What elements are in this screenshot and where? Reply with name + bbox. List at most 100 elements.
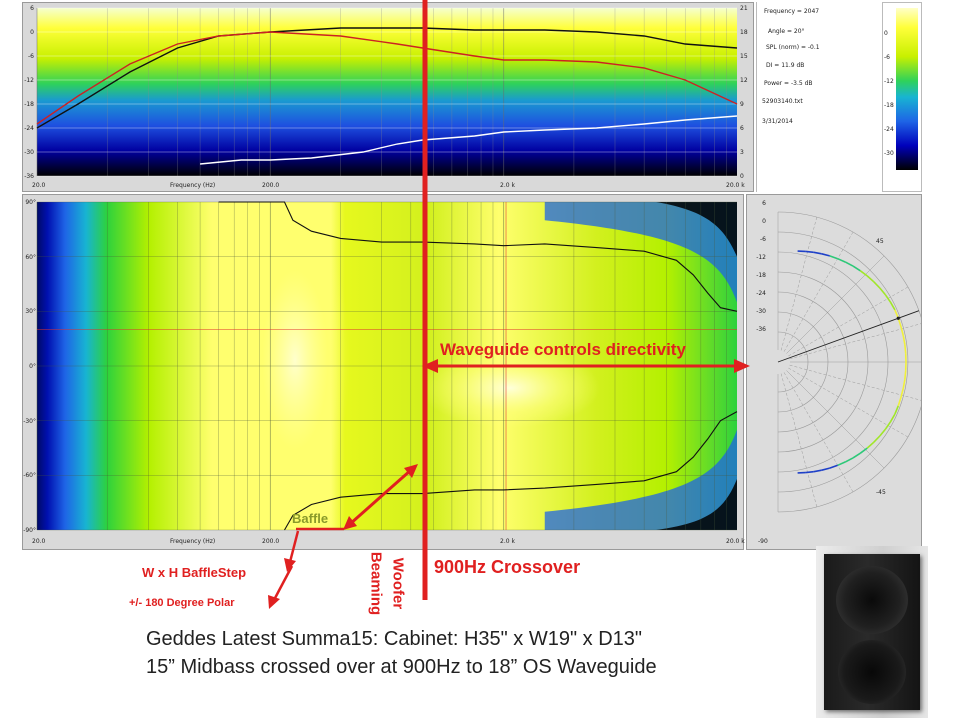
colorbar xyxy=(896,8,918,170)
polar-response-segment xyxy=(873,281,881,289)
polar-response-segment xyxy=(845,457,854,463)
fr-xlabel: Frequency (Hz) xyxy=(170,182,216,189)
fr-ytick-left: -30 xyxy=(24,149,34,156)
polar-response-segment xyxy=(904,344,907,354)
polar-spoke xyxy=(786,370,885,469)
polar-spoke xyxy=(783,231,854,352)
fr-ytick-right: 18 xyxy=(740,29,748,36)
hm-contour-upper xyxy=(218,201,738,312)
hm-ytick: 60° xyxy=(25,253,36,261)
polar-r-tick: -24 xyxy=(756,290,766,297)
fr-ytick-right: 0 xyxy=(740,173,744,180)
hm-xtick-2k: 2.0 k xyxy=(500,538,515,545)
polar-response-segment xyxy=(894,405,900,415)
waveguide-horn xyxy=(836,566,908,634)
colorbar-tick: -18 xyxy=(884,102,894,109)
polar-r-tick: -36 xyxy=(756,326,766,333)
hm-xtick-20k: 20.0 k xyxy=(726,538,745,545)
fr-ytick-left: -18 xyxy=(24,101,34,108)
polar-response-segment xyxy=(813,251,822,255)
woofer-cone xyxy=(838,640,906,704)
fr-ytick-right: 21 xyxy=(740,5,748,12)
colorbar-tick: -12 xyxy=(884,78,894,85)
polar-response-segment xyxy=(845,261,854,267)
polar-response-segment xyxy=(829,464,838,469)
hm-offaxis-bottom xyxy=(544,429,737,530)
polar-spoke xyxy=(783,372,854,493)
fr-ytick-left: -24 xyxy=(24,125,34,132)
polar-angle-label-neg90: -90 xyxy=(758,538,768,545)
info-power: Power = -3.5 dB xyxy=(764,80,813,87)
polar-r-tick: -18 xyxy=(756,272,766,279)
hm-ytick: -60° xyxy=(23,472,36,480)
info-date: 3/31/2014 xyxy=(762,118,793,125)
waveguide-arrow-head-left xyxy=(422,359,438,373)
polar-response-segment xyxy=(879,428,887,437)
info-file: 52903140.txt xyxy=(762,98,803,105)
polar-response-segment xyxy=(897,397,902,407)
polar-response-segment xyxy=(873,435,881,443)
polar-response-segment xyxy=(813,469,822,473)
fr-series-line-2 xyxy=(200,115,738,165)
polar-response-segment xyxy=(884,421,892,430)
info-spl: SPL (norm) = -0.1 xyxy=(766,44,820,51)
polar-response-segment xyxy=(900,326,904,336)
polar-r-tick: -6 xyxy=(760,236,766,243)
fr-ytick-right: 9 xyxy=(740,101,744,108)
fr-ytick-left: -12 xyxy=(24,77,34,84)
polar-panel xyxy=(746,194,922,550)
fr-ytick-right: 12 xyxy=(740,77,748,84)
hm-ytick: -30° xyxy=(23,417,36,425)
fr-ytick-left: -6 xyxy=(28,53,34,60)
polar-response-segment xyxy=(805,250,814,254)
polar-response-segment xyxy=(805,470,814,474)
baffle-label: Baffle xyxy=(292,511,329,526)
baffle-step-arrow-head xyxy=(284,558,296,572)
woofer-beaming-arrow-head-bottom xyxy=(343,516,357,530)
fr-ytick-left: -36 xyxy=(24,173,34,180)
waveguide-hotspot xyxy=(420,348,600,428)
polar-angle-marker xyxy=(777,310,920,363)
hm-xlabel: Frequency (Hz) xyxy=(170,538,216,545)
polar-response-segment xyxy=(821,253,830,257)
fr-xtick-2k: 2.0 k xyxy=(500,182,515,189)
polar-response-segment xyxy=(884,294,892,303)
polar-r-tick: -30 xyxy=(756,308,766,315)
polar-response-segment xyxy=(902,379,906,389)
waveguide-arrow-head-right xyxy=(734,359,750,373)
fr-ytick-left: 6 xyxy=(30,5,34,12)
hm-contour-lower xyxy=(284,411,738,531)
info-frequency: Frequency = 2047 xyxy=(764,8,820,15)
polar-response-segment xyxy=(852,452,861,459)
fr-ytick-right: 15 xyxy=(740,53,748,60)
polar-response-segment xyxy=(837,257,846,263)
caption-line-1: Geddes Latest Summa15: Cabinet: H35" x W… xyxy=(146,628,642,650)
colorbar-tick: -30 xyxy=(884,150,894,157)
fr-xtick-20k: 20.0 k xyxy=(726,182,745,189)
polar-spoke xyxy=(789,364,922,401)
speaker-cabinet-photo xyxy=(816,546,928,718)
fr-xtick-20: 20.0 xyxy=(32,182,46,189)
polar-angle-label-neg45: -45 xyxy=(876,489,886,496)
polar-response-segment xyxy=(859,447,868,454)
frequency-response-plot-area xyxy=(37,8,737,176)
polar-spoke xyxy=(780,373,818,507)
polar-response-segment xyxy=(902,335,906,345)
polar-label: +/- 180 Degree Polar xyxy=(129,597,235,609)
woofer-beaming-arrow-line xyxy=(349,468,412,526)
hm-xtick-200: 200.0 xyxy=(262,538,280,545)
polar-r-tick: 0 xyxy=(762,218,766,225)
beaming-label: Beaming xyxy=(367,551,385,616)
caption-line-2: 15” Midbass crossed over at 900Hz to 18”… xyxy=(146,656,657,678)
hm-ytick: -90° xyxy=(23,527,36,534)
colorbar-tick: 0 xyxy=(884,30,888,37)
polar-arrow-line xyxy=(272,565,294,601)
polar-response-segment xyxy=(866,275,875,283)
polar-response-segment xyxy=(852,265,861,272)
hm-ytick: 90° xyxy=(25,199,36,206)
low-frequency-hotspot xyxy=(240,210,350,510)
info-panel xyxy=(756,2,881,192)
polar-angle-label-45: 45 xyxy=(876,238,884,245)
colorbar-tick: -6 xyxy=(884,54,890,61)
frequency-response-chart xyxy=(36,7,738,177)
